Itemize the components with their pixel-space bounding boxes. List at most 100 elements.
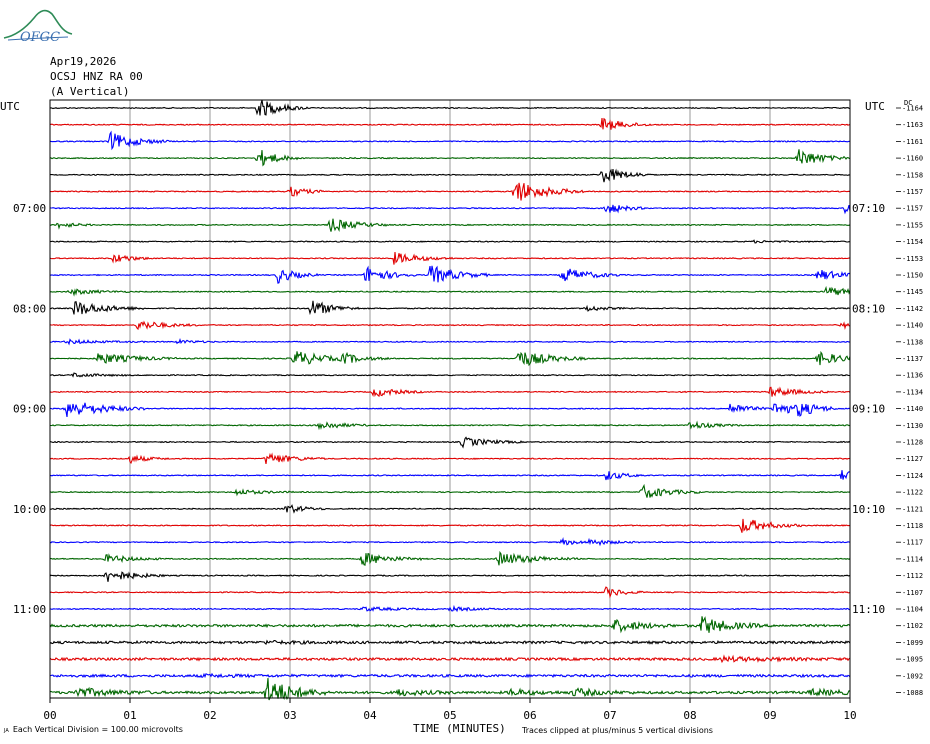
dc-offset-label-26: -1117: [902, 539, 923, 547]
dc-offset-label-6: -1157: [902, 205, 923, 213]
dc-offset-label-19: -1130: [902, 422, 923, 430]
dc-offset-label-29: -1107: [902, 589, 923, 597]
trace-row-17: [49, 386, 851, 398]
dc-offset-label-4: -1158: [902, 171, 923, 179]
trace-row-23: [49, 483, 851, 498]
dc-offset-label-25: -1118: [902, 522, 923, 530]
x-tick-label-4: 04: [363, 709, 377, 722]
dc-offset-label-5: -1157: [902, 188, 923, 196]
traces: [49, 99, 851, 701]
trace-row-1: [49, 117, 851, 130]
trace-row-11: [49, 285, 851, 297]
footer-clip-note: Traces clipped at plus/minus 5 vertical …: [521, 726, 713, 735]
trace-row-18: [50, 402, 851, 417]
dc-offset-label-33: -1095: [902, 656, 923, 664]
dc-offset-label-7: -1155: [902, 221, 923, 229]
right-time-label-4: 11:10: [852, 603, 885, 616]
x-tick-label-2: 02: [203, 709, 216, 722]
dc-offset-label-9: -1153: [902, 255, 923, 263]
trace-row-9: [49, 252, 851, 265]
dc-offset-label-18: -1140: [902, 405, 923, 413]
left-time-label-4: 11:00: [13, 603, 46, 616]
trace-row-0: [49, 99, 851, 116]
right-time-label-2: 09:10: [852, 403, 885, 416]
dc-offset-label-30: -1104: [902, 606, 923, 614]
trace-row-29: [49, 586, 851, 599]
trace-row-21: [49, 452, 851, 465]
dc-offset-label-34: -1092: [902, 672, 923, 680]
trace-row-2: [49, 130, 851, 151]
trace-row-20: [49, 436, 851, 449]
trace-row-16: [49, 372, 851, 378]
trace-row-30: [49, 604, 851, 613]
x-tick-label-1: 01: [123, 709, 136, 722]
footer-scale-text: JA Each Vertical Division = 100.00 microv…: [3, 725, 183, 734]
dc-offset-label-13: -1140: [902, 322, 923, 330]
utc-left-label: UTC: [0, 100, 20, 113]
x-tick-label-7: 07: [603, 709, 616, 722]
dc-offset-label-3: -1160: [902, 155, 923, 163]
dc-offset-labels: -1164 -1163 -1161 -1160 -1158 -1157 -1157 -1155…: [896, 105, 923, 697]
trace-row-5: [49, 182, 851, 201]
ofgc-logo: OFGC: [2, 4, 74, 45]
dc-offset-label-32: -1099: [902, 639, 923, 647]
trace-row-34: [49, 672, 851, 679]
dc-offset-label-1: -1163: [902, 121, 923, 129]
trace-row-13: [49, 320, 851, 331]
utc-right-label: UTC: [865, 100, 885, 113]
trace-row-28: [49, 571, 851, 582]
trace-row-31: [49, 616, 851, 634]
trace-row-15: [49, 350, 851, 367]
logo-mountain-icon: [3, 9, 73, 41]
grid-lines: [129, 100, 771, 698]
trace-row-6: [49, 204, 851, 215]
dc-offset-label-35: -1088: [902, 689, 923, 697]
dc-offset-label-16: -1136: [902, 372, 923, 380]
x-axis-label: TIME (MINUTES): [413, 722, 506, 735]
dc-offset-label-24: -1121: [902, 505, 923, 513]
x-tick-label-0: 00: [43, 709, 56, 722]
trace-row-10: [49, 265, 851, 284]
dc-offset-label-2: -1161: [902, 138, 923, 146]
dc-offset-label-28: -1112: [902, 572, 923, 580]
dc-offset-label-14: -1138: [902, 338, 923, 346]
dc-offset-label-20: -1128: [902, 439, 923, 447]
trace-row-3: [49, 149, 851, 167]
logo-text: OFGC: [20, 30, 61, 45]
dc-offset-label-21: -1127: [902, 455, 923, 463]
dc-offset-label-27: -1114: [902, 555, 923, 563]
header-date: Apr19,2026: [50, 55, 117, 68]
left-time-labels: 07:00 08:00 09:00 10:00 11:00: [13, 202, 46, 616]
left-time-label-2: 09:00: [13, 403, 46, 416]
trace-row-33: [49, 654, 851, 664]
x-tick-label-6: 06: [523, 709, 536, 722]
left-time-label-1: 08:00: [13, 302, 46, 315]
dc-offset-label-0: -1164: [902, 105, 923, 113]
dc-offset-label-15: -1137: [902, 355, 923, 363]
trace-row-27: [49, 550, 851, 566]
footer-scale: Each Vertical Division = 100.00 microvol…: [13, 725, 183, 734]
left-time-label-0: 07:00: [13, 202, 46, 215]
right-time-label-0: 07:10: [852, 202, 885, 215]
dc-offset-label-31: -1102: [902, 622, 923, 630]
x-tick-label-10: 10: [843, 709, 856, 722]
x-tick-label-3: 03: [283, 709, 296, 722]
dc-offset-label-8: -1154: [902, 238, 923, 246]
trace-row-22: [49, 470, 851, 481]
x-tick-label-8: 08: [683, 709, 696, 722]
header-component: (A Vertical): [50, 85, 130, 98]
trace-row-25: [49, 518, 851, 533]
dc-offset-label-23: -1122: [902, 489, 923, 497]
header-station: OCSJ HNZ RA 00: [50, 70, 143, 83]
trace-row-14: [50, 337, 851, 346]
trace-row-26: [49, 537, 850, 547]
trace-row-12: [49, 300, 851, 316]
trace-row-4: [49, 168, 851, 183]
dc-offset-label-10: -1150: [902, 272, 923, 280]
right-time-label-3: 10:10: [852, 503, 885, 516]
trace-row-19: [50, 420, 851, 431]
dc-offset-label-22: -1124: [902, 472, 923, 480]
x-tick-label-5: 05: [443, 709, 456, 722]
